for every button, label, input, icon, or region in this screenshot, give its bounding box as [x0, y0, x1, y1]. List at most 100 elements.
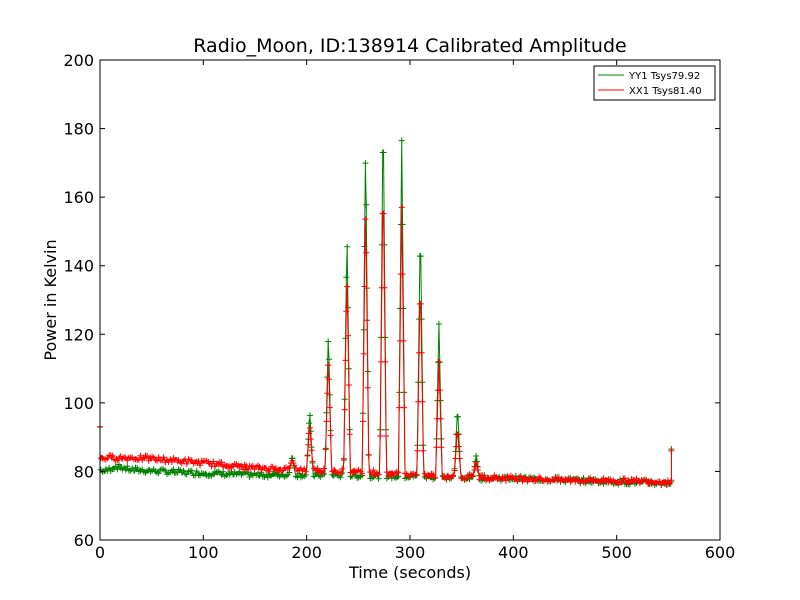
data-point-marker	[668, 447, 675, 454]
data-point-marker	[436, 387, 443, 394]
legend-label-xx1: XX1 Tsys81.40	[629, 86, 702, 97]
data-point-marker	[342, 357, 349, 364]
data-point-marker	[399, 221, 406, 228]
data-point-marker	[122, 466, 129, 473]
data-point-marker	[626, 480, 633, 487]
data-point-marker	[365, 452, 372, 459]
data-point-marker	[621, 475, 628, 482]
y-tick-label: 160	[63, 188, 94, 207]
data-point-marker	[160, 454, 167, 461]
data-point-marker	[341, 406, 348, 413]
data-point-marker	[116, 461, 122, 468]
data-point-marker	[375, 471, 382, 478]
plot-frame	[99, 59, 721, 541]
data-point-marker	[451, 467, 458, 474]
data-point-marker	[319, 469, 326, 476]
data-point-marker	[474, 467, 481, 473]
data-point-marker	[344, 243, 351, 250]
y-tick-label: 120	[63, 325, 94, 344]
data-point-marker	[431, 474, 438, 481]
data-point-marker	[325, 362, 332, 369]
data-point-marker	[362, 160, 369, 167]
data-point-marker	[360, 350, 367, 357]
data-point-marker	[474, 463, 480, 470]
data-point-marker	[454, 413, 461, 420]
data-point-marker	[210, 458, 217, 465]
data-point-marker	[159, 457, 165, 464]
data-point-marker	[455, 443, 462, 450]
data-point-marker	[106, 464, 113, 471]
data-point-marker	[417, 253, 424, 260]
data-point-marker	[666, 480, 673, 487]
data-point-marker	[343, 274, 350, 281]
data-point-marker	[345, 332, 351, 339]
data-point-marker	[398, 204, 405, 211]
data-point-marker	[307, 436, 314, 443]
data-point-marker	[345, 382, 352, 388]
data-point-marker	[381, 284, 388, 291]
data-point-marker	[382, 358, 389, 365]
data-point-marker	[363, 201, 370, 208]
data-point-marker	[134, 464, 141, 471]
data-point-marker	[321, 465, 327, 472]
x-tick-label: 600	[705, 543, 736, 562]
data-point-marker	[456, 455, 463, 462]
data-point-marker	[598, 478, 605, 485]
data-point-marker	[301, 465, 308, 472]
data-point-marker	[383, 469, 390, 476]
data-point-marker	[469, 472, 476, 479]
data-point-marker	[437, 415, 444, 422]
data-point-marker	[155, 470, 162, 477]
data-point-marker	[517, 473, 524, 480]
data-point-marker	[395, 469, 402, 476]
y-tick-label: 80	[74, 462, 94, 481]
data-point-marker	[430, 471, 437, 478]
data-point-marker	[369, 471, 375, 478]
data-point-marker	[314, 465, 321, 472]
data-point-marker	[124, 463, 131, 470]
data-point-marker	[325, 338, 332, 345]
data-point-marker	[305, 441, 312, 448]
data-point-marker	[420, 447, 427, 454]
plot-background	[100, 60, 720, 540]
y-tick-label: 200	[63, 51, 94, 70]
x-tick-label: 200	[291, 543, 322, 562]
data-point-marker	[364, 317, 370, 324]
data-point-marker	[668, 477, 675, 484]
data-point-marker	[327, 432, 334, 439]
data-point-marker	[306, 420, 313, 427]
data-point-marker	[324, 390, 331, 397]
data-point-marker	[361, 283, 368, 290]
data-point-marker	[307, 424, 313, 431]
data-point-marker	[183, 460, 190, 467]
x-tick-label: 500	[601, 543, 632, 562]
data-point-marker	[245, 467, 251, 473]
legend-box	[593, 65, 716, 101]
x-tick-labels: 0 100 200 300 400 500 600	[95, 543, 735, 562]
data-point-marker	[323, 418, 330, 425]
data-point-marker	[618, 479, 625, 486]
data-point-marker	[398, 137, 405, 144]
data-point-marker	[343, 308, 350, 315]
data-point-marker	[109, 452, 116, 459]
data-point-marker	[240, 466, 246, 473]
data-point-marker	[220, 468, 227, 475]
data-point-marker	[400, 337, 407, 344]
y-tick-label: 140	[63, 257, 94, 276]
data-point-marker	[565, 475, 572, 482]
data-point-marker	[363, 249, 370, 256]
data-point-marker	[436, 359, 443, 366]
y-axis-label: Power in Kelvin	[41, 239, 60, 360]
data-point-marker	[344, 283, 351, 290]
data-point-marker	[218, 459, 225, 466]
data-point-marker	[162, 467, 169, 474]
y-tick-label: 100	[63, 394, 94, 413]
data-point-marker	[289, 457, 296, 464]
data-point-marker	[286, 465, 293, 471]
y-tick-label: 180	[63, 120, 94, 139]
y-tick-labels: 60 80 100 120 140 160 180 200	[63, 51, 94, 550]
data-point-marker	[502, 477, 509, 484]
data-point-marker	[438, 444, 445, 451]
data-point-marker	[473, 453, 480, 459]
data-point-marker	[464, 475, 471, 481]
